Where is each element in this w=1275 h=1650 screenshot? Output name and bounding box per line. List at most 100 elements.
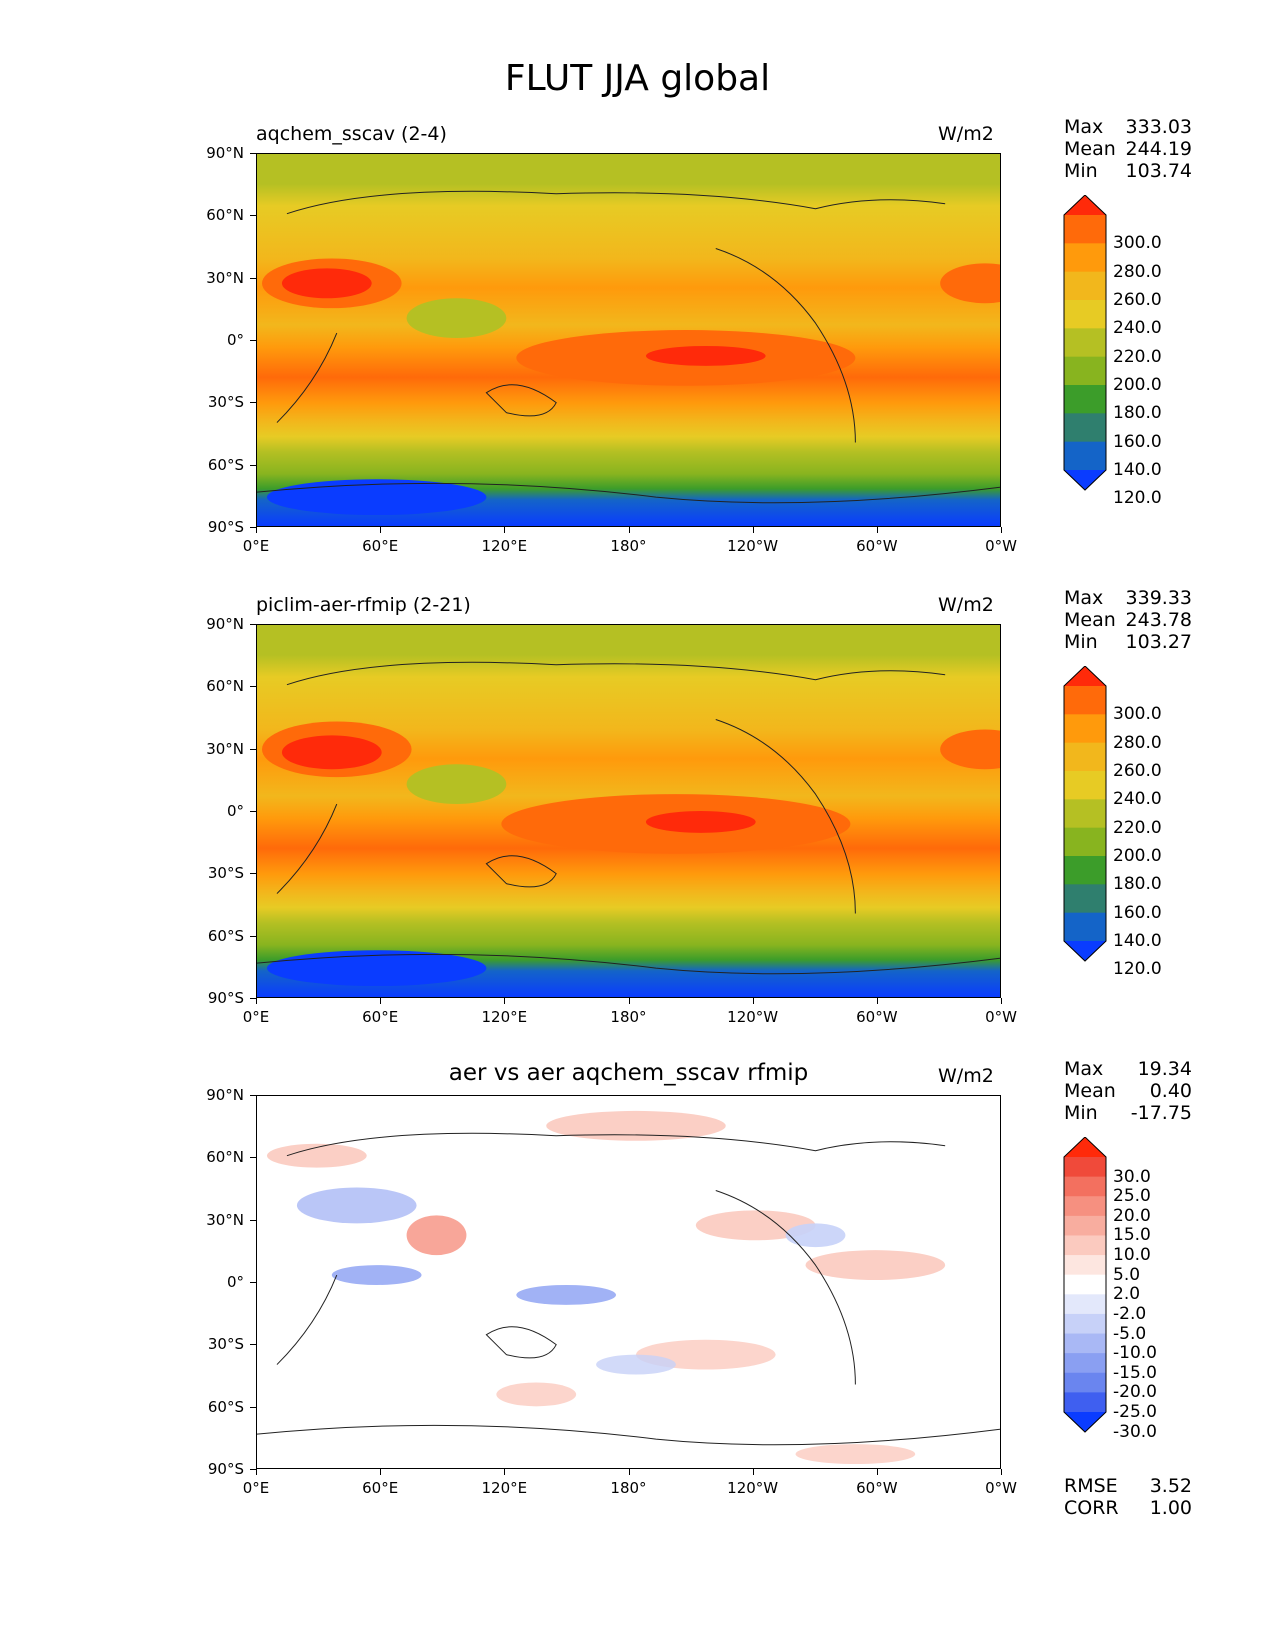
max-label: Max	[1064, 1058, 1104, 1080]
colorbar-segment	[1064, 1176, 1106, 1197]
colorbar-segment	[1064, 742, 1106, 772]
colorbar-label: 10.0	[1113, 1245, 1151, 1266]
lon-tick-mark	[752, 527, 754, 533]
lat-tick-label: 90°S	[207, 989, 244, 1007]
lon-tick-mark	[1001, 998, 1002, 1004]
colorbar-segment	[1064, 1137, 1106, 1157]
lat-tick-mark	[250, 873, 256, 875]
units-label: W/m2	[938, 123, 994, 145]
lon-tick-mark	[752, 998, 754, 1004]
colorbar-label: -30.0	[1113, 1421, 1157, 1442]
rmse-corr-block: RMSE 3.52 CORR 1.00	[1064, 1475, 1192, 1519]
colorbar-label: 200.0	[1113, 846, 1162, 866]
colorbar-segment	[1064, 441, 1106, 471]
colorbar-outline	[1063, 666, 1107, 962]
colorbar-segment	[1064, 1274, 1106, 1295]
colorbar-label: -5.0	[1113, 1323, 1147, 1344]
lat-tick-mark	[250, 153, 256, 154]
lon-tick-mark	[752, 1469, 754, 1475]
lon-tick-mark	[256, 998, 257, 1004]
colorbar-label: 300.0	[1113, 233, 1162, 254]
lat-tick-label: 90°S	[207, 1460, 244, 1478]
lat-tick-mark	[250, 998, 256, 999]
lat-tick-label: 90°N	[206, 1086, 244, 1104]
colorbar-segment	[1064, 666, 1106, 686]
min-value: 103.74	[1125, 160, 1192, 182]
stats-block: Max 333.03 Mean 244.19 Min 103.74	[1064, 116, 1192, 182]
colorbar-segment	[1064, 413, 1106, 443]
lon-tick-label: 120°W	[727, 1479, 779, 1497]
colorbar-segment	[1064, 300, 1106, 329]
colorbar-segment	[1064, 356, 1106, 386]
colorbar-segment	[1064, 686, 1106, 715]
colorbar-segment	[1064, 912, 1106, 942]
colorbar-label: -10.0	[1113, 1343, 1157, 1364]
colorbar-segment	[1064, 799, 1106, 829]
max-value: 333.03	[1125, 116, 1192, 138]
colorbar-segment	[1064, 771, 1106, 800]
lon-tick-label: 120°W	[727, 537, 779, 555]
colorbar-segment	[1064, 1255, 1106, 1276]
colorbar-label: 15.0	[1113, 1225, 1151, 1246]
colorbar-label: 180.0	[1113, 403, 1162, 424]
colorbar-segment	[1064, 243, 1106, 273]
mean-value: 244.19	[1125, 138, 1192, 160]
mean-value: 0.40	[1149, 1080, 1192, 1102]
lat-tick-mark	[250, 402, 256, 404]
colorbar-label: 25.0	[1113, 1186, 1151, 1207]
colorbar-label: -2.0	[1113, 1303, 1147, 1324]
lat-tick-mark	[250, 1282, 256, 1283]
lon-tick-label: 0°W	[985, 1479, 1017, 1497]
lat-tick-label: 0°	[226, 1273, 244, 1291]
colorbar-segment	[1064, 1412, 1106, 1432]
colorbar-segment	[1064, 1333, 1106, 1354]
map-plot	[256, 624, 1001, 998]
colorbar-label: 240.0	[1113, 318, 1162, 339]
lon-tick-mark	[628, 527, 630, 533]
lon-tick-mark	[628, 998, 630, 1004]
lat-tick-mark	[250, 1095, 256, 1096]
lon-tick-label: 180°	[610, 537, 647, 555]
colorbar-segment	[1064, 215, 1106, 244]
colorbar-segment	[1064, 1313, 1106, 1335]
lon-tick-label: 0°W	[985, 1008, 1017, 1026]
colorbar-segment	[1064, 884, 1106, 914]
lon-tick-mark	[628, 1469, 630, 1475]
colorbar-label: 260.0	[1113, 761, 1162, 781]
lon-tick-label: 120°E	[481, 537, 528, 555]
lat-tick-label: 30°N	[206, 739, 244, 758]
lon-tick-label: 60°W	[856, 537, 898, 555]
lon-tick-label: 0°E	[242, 1479, 270, 1497]
lon-tick-label: 120°E	[481, 1479, 528, 1497]
lat-tick-label: 60°N	[206, 1148, 244, 1167]
lat-tick-mark	[250, 1157, 256, 1159]
colorbar-outline	[1063, 195, 1107, 491]
min-value: -17.75	[1130, 1102, 1192, 1124]
max-label: Max	[1064, 587, 1104, 609]
lat-tick-mark	[250, 340, 256, 341]
panel-title: piclim-aer-rfmip (2-21)	[256, 594, 471, 616]
lat-tick-label: 60°S	[207, 455, 244, 474]
lon-tick-mark	[504, 527, 506, 533]
max-label: Max	[1064, 116, 1104, 138]
colorbar-segment	[1064, 1372, 1106, 1393]
colorbar-segment	[1064, 1294, 1106, 1315]
colorbar-segment	[1064, 827, 1106, 857]
colorbar	[1063, 666, 1107, 962]
lon-tick-mark	[876, 1469, 878, 1475]
lat-tick-label: 60°N	[206, 677, 244, 696]
lat-tick-mark	[250, 935, 256, 937]
lon-tick-mark	[504, 1469, 506, 1475]
colorbar-label: 140.0	[1113, 931, 1162, 951]
colorbar-segment	[1064, 195, 1106, 215]
colorbar-label: 200.0	[1113, 375, 1162, 395]
stats-block: Max 19.34 Mean 0.40 Min -17.75	[1064, 1058, 1192, 1124]
lat-tick-mark	[250, 1219, 256, 1221]
lon-tick-label: 180°	[610, 1008, 647, 1026]
lon-tick-label: 0°E	[242, 1008, 270, 1026]
lat-tick-label: 0°	[226, 802, 244, 820]
min-value: 103.27	[1125, 631, 1192, 653]
rmse-label: RMSE	[1064, 1475, 1118, 1497]
mean-label: Mean	[1064, 138, 1116, 160]
lat-tick-mark	[250, 464, 256, 466]
